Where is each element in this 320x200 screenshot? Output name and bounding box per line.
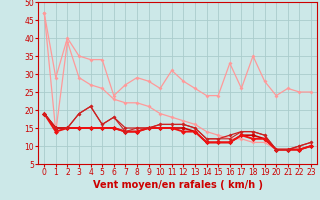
X-axis label: Vent moyen/en rafales ( km/h ): Vent moyen/en rafales ( km/h ) xyxy=(92,180,263,190)
